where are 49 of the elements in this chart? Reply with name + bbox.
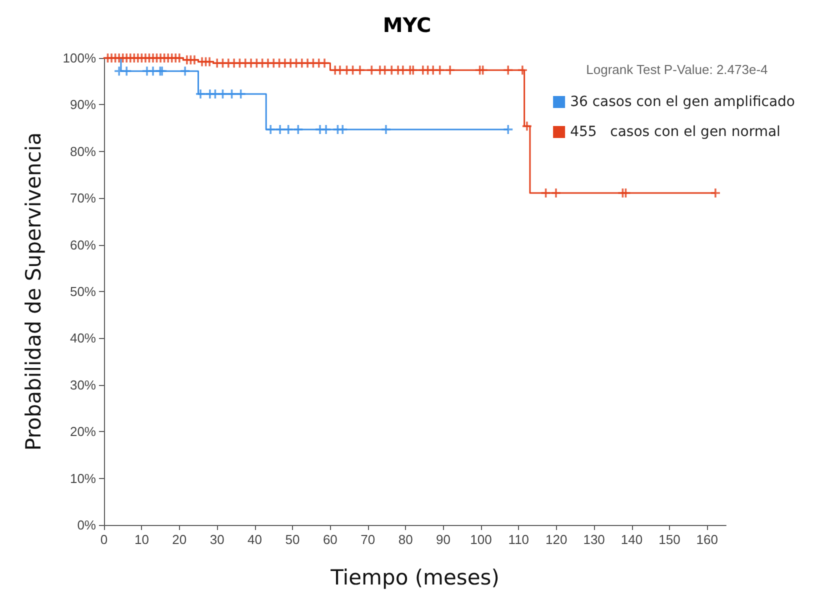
y-tick-label: 40%: [70, 330, 96, 346]
point: [504, 124, 513, 134]
y-tick-label: 10%: [70, 470, 96, 486]
x-tick-label: 130: [583, 532, 605, 547]
x-tick-label: 70: [360, 532, 376, 547]
x-tick-label: 120: [546, 532, 568, 547]
point: [196, 89, 206, 98]
legend-label: 36 casos con el gen amplificado: [570, 94, 795, 110]
point: [218, 89, 228, 98]
point: [114, 66, 124, 76]
x-tick-label: 60: [322, 532, 338, 547]
y-tick-label: 20%: [70, 424, 96, 440]
x-tick-label: 100: [470, 532, 492, 547]
y-tick-label: 100%: [62, 50, 96, 66]
y-tick-label: 0%: [77, 518, 96, 532]
point: [381, 124, 390, 134]
x-tick-label: 90: [436, 532, 451, 547]
y-tick-label: 80%: [70, 144, 96, 159]
x-tick-label: 80: [398, 532, 413, 547]
point: [266, 124, 276, 134]
x-tick-label: 20: [172, 532, 187, 547]
point: [180, 66, 190, 76]
point: [236, 89, 246, 98]
chart-title: MYC: [382, 13, 432, 37]
point: [284, 124, 293, 134]
x-tick-label: 150: [658, 532, 680, 547]
point: [338, 124, 348, 134]
x-tick-label: 160: [696, 532, 718, 547]
legend-label: 455 casos con el gen normal: [570, 124, 780, 140]
annotation: Logrank Test P-Value: 2.473e-4: [586, 62, 768, 77]
x-axis-title: Tiempo (meses): [330, 566, 500, 590]
y-tick-label: 50%: [70, 284, 96, 299]
x-tick-label: 0: [100, 532, 108, 547]
x-tick-label: 140: [620, 532, 643, 547]
x-tick-label: 30: [210, 532, 224, 547]
y-tick-label: 90%: [70, 97, 96, 112]
x-tick-label: 10: [134, 532, 149, 547]
point: [322, 124, 331, 134]
point: [294, 124, 303, 134]
point: [122, 66, 132, 76]
point: [276, 124, 285, 134]
x-tick-label: 40: [248, 532, 262, 547]
point: [227, 89, 236, 98]
x-tick-label: 110: [508, 532, 530, 547]
y-tick-label: 60%: [70, 237, 96, 252]
y-axis-title: Probabilidad de Supervivencia: [22, 132, 46, 451]
y-tick-label: 70%: [70, 190, 96, 206]
x-tick-label: 50: [285, 532, 300, 547]
y-tick-label: 30%: [70, 377, 96, 392]
